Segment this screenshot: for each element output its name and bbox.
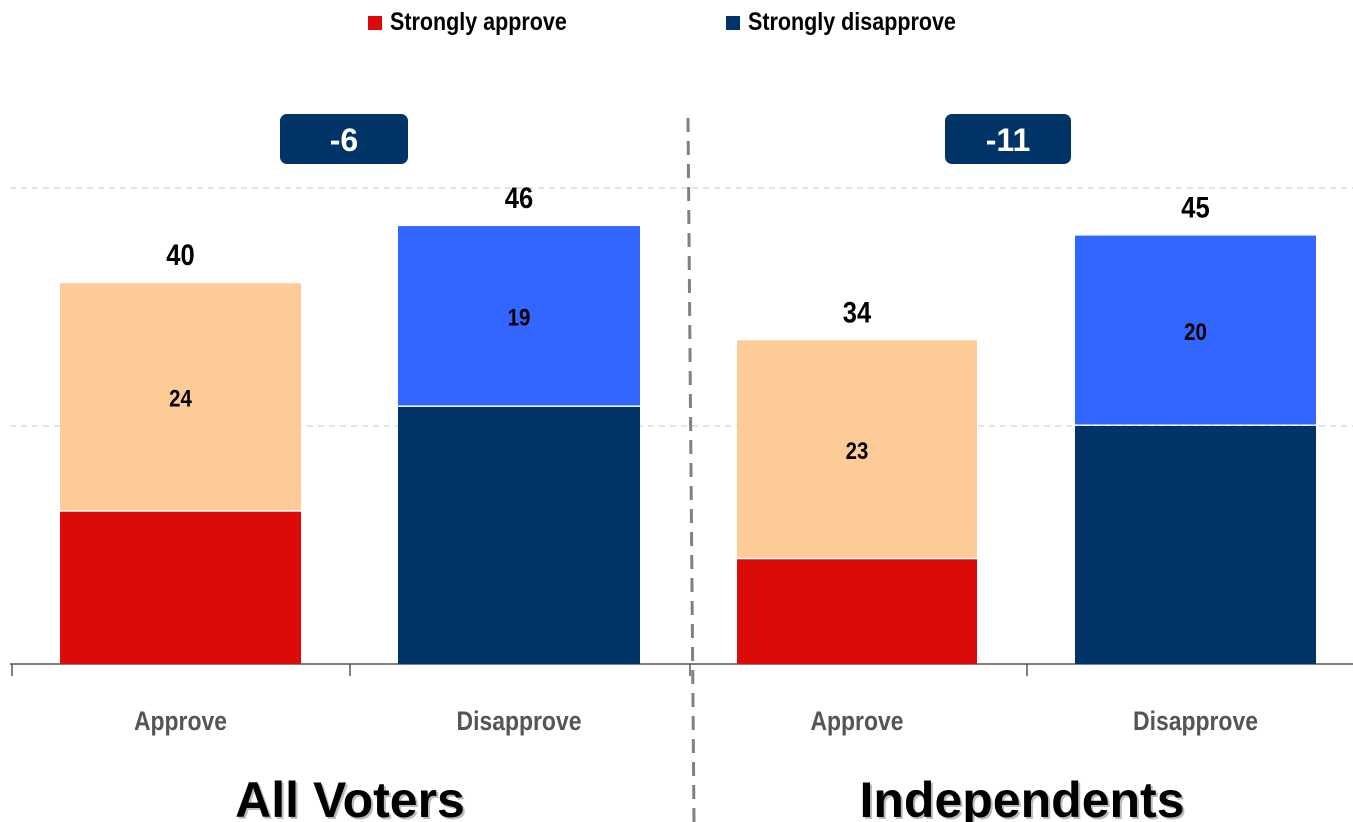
panel-title-shadow-1: Independents xyxy=(861,774,1186,822)
bar-approve-strong-0 xyxy=(60,511,301,664)
panel-title-1: Independents xyxy=(859,772,1184,822)
legend-item-strongly-approve: Strongly approve xyxy=(368,8,596,37)
x-tick-label-disapprove-0: Disapprove xyxy=(457,706,582,736)
net-badge-0 xyxy=(280,114,408,164)
legend-item-strongly-disapprove: Strongly disapprove xyxy=(726,8,990,37)
bar-disapprove-rest-0 xyxy=(398,226,640,406)
data-label-rest-disapprove-0: 19 xyxy=(508,304,531,331)
data-label-rest-disapprove-1: 20 xyxy=(1184,318,1207,345)
bar-approve-rest-0 xyxy=(60,283,301,511)
net-badge-1 xyxy=(945,114,1071,164)
bar-approve-strong-1 xyxy=(737,559,977,664)
bar-disapprove-rest-1 xyxy=(1075,235,1316,425)
legend-label-strongly-approve: Strongly approve xyxy=(390,8,567,36)
x-tick-label-approve-1: Approve xyxy=(810,706,903,736)
bar-approve-rest-1 xyxy=(737,340,977,558)
panel-title-shadow-0: All Voters xyxy=(237,774,467,822)
bar-disapprove-strong-0 xyxy=(398,406,640,664)
bar-disapprove-strong-1 xyxy=(1075,426,1316,664)
legend-swatch-strongly-disapprove xyxy=(726,15,740,30)
data-label-total-approve-0: 40 xyxy=(166,238,194,271)
data-label-rest-approve-1: 23 xyxy=(846,437,869,464)
panel-divider xyxy=(686,117,696,822)
data-label-total-disapprove-1: 45 xyxy=(1181,191,1209,224)
x-tick-label-approve-0: Approve xyxy=(134,706,227,736)
legend: Strongly approve Strongly disapprove xyxy=(0,8,1353,44)
legend-swatch-strongly-approve xyxy=(368,15,382,30)
net-badge-label-0: -6 xyxy=(330,122,358,158)
panel-title-0: All Voters xyxy=(235,772,465,822)
x-tick-label-disapprove-1: Disapprove xyxy=(1133,706,1258,736)
net-badge-label-1: -11 xyxy=(986,122,1030,158)
data-label-total-disapprove-0: 46 xyxy=(505,181,533,214)
data-label-rest-approve-0: 24 xyxy=(169,385,192,412)
legend-label-strongly-disapprove: Strongly disapprove xyxy=(748,8,956,36)
data-label-total-approve-1: 34 xyxy=(843,295,872,328)
